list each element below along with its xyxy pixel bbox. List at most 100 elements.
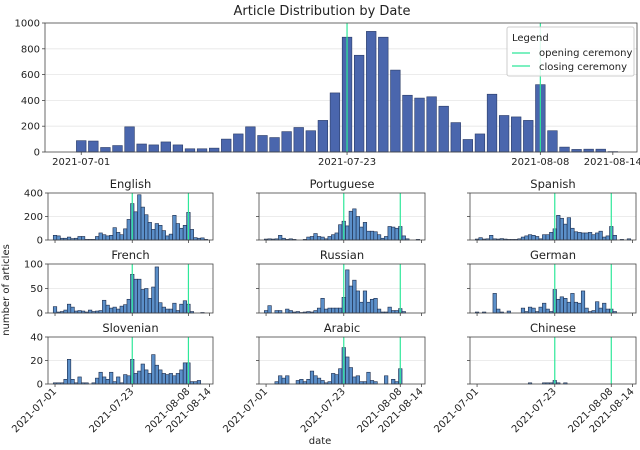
bar (267, 305, 272, 314)
bar (233, 133, 244, 153)
bar (366, 301, 371, 314)
bar (355, 216, 360, 241)
bar (331, 234, 336, 241)
bar (559, 146, 570, 153)
bar (281, 131, 292, 153)
bar (88, 140, 99, 153)
subplot-chinese: 2021-07-01 2021-07-23 2021-08-082021-08-14… (432, 321, 636, 435)
y-tick-label: 40 (30, 333, 43, 344)
bar (345, 225, 350, 241)
bar (306, 236, 311, 241)
x-tick-label: 2021-07-01 (10, 386, 59, 435)
bar (353, 54, 365, 153)
bar (98, 232, 103, 241)
bar (126, 298, 131, 314)
bar (316, 377, 322, 385)
bar (329, 92, 341, 153)
bar (269, 137, 280, 153)
bar (498, 115, 510, 153)
bar (67, 236, 72, 241)
bar (175, 373, 180, 385)
bar (285, 375, 290, 385)
bar (221, 138, 232, 153)
bar (598, 307, 603, 314)
bar (359, 301, 364, 314)
bar (119, 305, 124, 314)
bar (95, 377, 100, 385)
bar (126, 219, 131, 241)
bar (102, 299, 107, 314)
subplot-title: German (530, 248, 576, 262)
bar (331, 307, 336, 314)
bar (556, 298, 561, 314)
bar (570, 293, 575, 314)
bar (334, 307, 339, 314)
bar (77, 236, 82, 241)
bar (70, 378, 75, 385)
bar (63, 309, 68, 314)
bar (450, 122, 461, 153)
bar (362, 290, 368, 314)
bar (602, 236, 607, 241)
bar (306, 378, 311, 385)
bar (295, 380, 300, 385)
bar (373, 231, 378, 241)
bar (486, 93, 498, 153)
bar (524, 235, 529, 241)
y-tick-label: 600 (21, 70, 40, 81)
x-tick-label: 2021-07-23 (510, 386, 559, 435)
bar (161, 230, 166, 241)
bar (179, 303, 184, 314)
x-tick-label: 2021-08-08 (511, 157, 569, 168)
y-tick-label: 20 (30, 356, 43, 367)
bar (305, 130, 316, 153)
y-tick-label: 0 (37, 236, 43, 247)
legend-opening-label: opening ceremony (539, 48, 632, 59)
bar (299, 378, 304, 385)
bar (366, 371, 371, 385)
bar (144, 214, 149, 241)
bar (168, 233, 173, 241)
bar (414, 97, 425, 153)
bar (348, 210, 353, 241)
bar (165, 374, 170, 385)
bar (144, 288, 149, 314)
bar (56, 235, 61, 241)
bar (401, 235, 406, 241)
bar (151, 354, 156, 385)
bar (612, 235, 617, 241)
bar (316, 307, 322, 314)
bar (147, 222, 152, 241)
bar (369, 230, 375, 241)
bar (352, 279, 357, 314)
y-tick-label: 400 (24, 189, 43, 200)
bar (605, 308, 610, 314)
bar (165, 308, 170, 314)
bar (313, 375, 318, 385)
x-tick-label: 2021-07-23 (299, 386, 348, 435)
bar (520, 236, 526, 241)
bar (377, 234, 382, 241)
bar (67, 359, 72, 385)
bar (489, 235, 494, 241)
bar (285, 308, 290, 314)
bar (278, 375, 283, 385)
bar (573, 301, 579, 314)
bar (573, 231, 579, 241)
bar (570, 227, 575, 241)
bar (67, 303, 72, 314)
bar (584, 232, 589, 241)
bar (563, 223, 568, 241)
bar (52, 306, 58, 314)
bar (137, 370, 142, 385)
bar (320, 380, 325, 385)
bar (257, 135, 268, 153)
bar (527, 234, 533, 241)
bar (359, 226, 364, 241)
bar (309, 236, 315, 241)
x-tick-label: 2021-07-23 (318, 157, 376, 168)
bar (160, 141, 171, 153)
bar (168, 373, 173, 385)
bar (136, 143, 147, 153)
